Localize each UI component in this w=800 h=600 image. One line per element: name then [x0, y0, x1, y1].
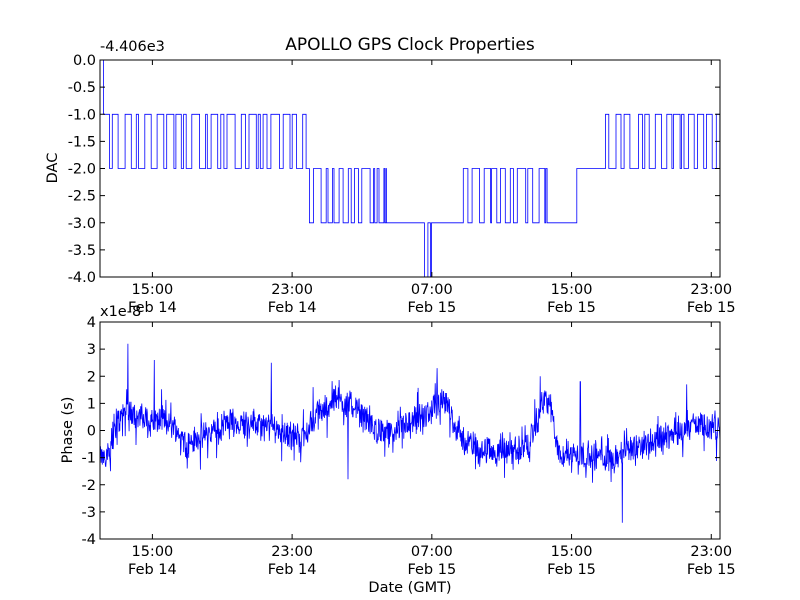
phase-y-tick-label: -3: [82, 505, 96, 521]
phase-x-tick-date: Feb 14: [268, 562, 317, 578]
dac-y-tick-label: -1.0: [68, 107, 96, 123]
phase-y-tick-label: 0: [87, 424, 96, 440]
phase-series-line: [100, 343, 720, 523]
dac-y-tick-label: -4.0: [68, 270, 96, 286]
dac-x-tick-time: 15:00: [551, 282, 593, 298]
dac-chart: APOLLO GPS Clock Properties -4.406e3 DAC…: [45, 35, 736, 316]
dac-x-tick-date: Feb 14: [268, 300, 317, 316]
phase-y-tick-label: 3: [87, 342, 96, 358]
phase-x-tick-date: Feb 15: [547, 562, 596, 578]
dac-y-tick-label: 0.0: [73, 53, 96, 69]
phase-x-tick-time: 15:00: [551, 544, 593, 560]
phase-y-tick-label: 4: [87, 315, 96, 331]
phase-y-tick-label: 1: [87, 396, 96, 412]
dac-x-tick-time: 23:00: [690, 282, 732, 298]
phase-x-tick-time: 07:00: [411, 544, 453, 560]
phase-x-axis-label: Date (GMT): [368, 580, 451, 596]
phase-y-tick-label: 2: [87, 369, 96, 385]
phase-x-tick-date: Feb 15: [407, 562, 456, 578]
phase-y-tick-label: -1: [82, 451, 96, 467]
dac-x-tick-date: Feb 15: [687, 300, 736, 316]
dac-y-tick-label: -0.5: [68, 80, 96, 96]
phase-offset-label: x1e-8: [100, 304, 141, 320]
dac-y-tick-label: -3.5: [68, 243, 96, 259]
phase-y-tick-label: -4: [82, 532, 96, 548]
phase-x-tick-time: 23:00: [690, 544, 732, 560]
chart-title: APOLLO GPS Clock Properties: [285, 35, 535, 55]
dac-y-tick-label: -2.5: [68, 189, 96, 205]
dac-x-tick-time: 07:00: [411, 282, 453, 298]
dac-x-tick-date: Feb 15: [547, 300, 596, 316]
dac-y-tick-label: -3.0: [68, 216, 96, 232]
phase-x-tick-date: Feb 15: [687, 562, 736, 578]
dac-series-line: [100, 60, 720, 277]
dac-y-tick-label: -1.5: [68, 134, 96, 150]
dac-plot-frame: [99, 59, 721, 278]
phase-x-tick-time: 23:00: [271, 544, 313, 560]
phase-x-tick-time: 15:00: [131, 544, 173, 560]
phase-y-tick-label: -2: [82, 478, 96, 494]
dac-offset-label: -4.406e3: [100, 39, 165, 55]
dac-y-tick-label: -2.0: [68, 162, 96, 178]
phase-plot-frame: [99, 321, 721, 540]
phase-y-axis-label: Phase (s): [60, 397, 76, 464]
dac-x-tick-time: 15:00: [131, 282, 173, 298]
dac-x-tick-time: 23:00: [271, 282, 313, 298]
dac-x-tick-date: Feb 14: [128, 300, 177, 316]
phase-x-tick-date: Feb 14: [128, 562, 177, 578]
dac-y-axis-label: DAC: [45, 153, 61, 184]
phase-chart: x1e-8 Phase (s) Date (GMT) 4 3 2 1 0 -1 -2 -3 -4…: [60, 304, 736, 596]
dac-x-tick-date: Feb 15: [407, 300, 456, 316]
